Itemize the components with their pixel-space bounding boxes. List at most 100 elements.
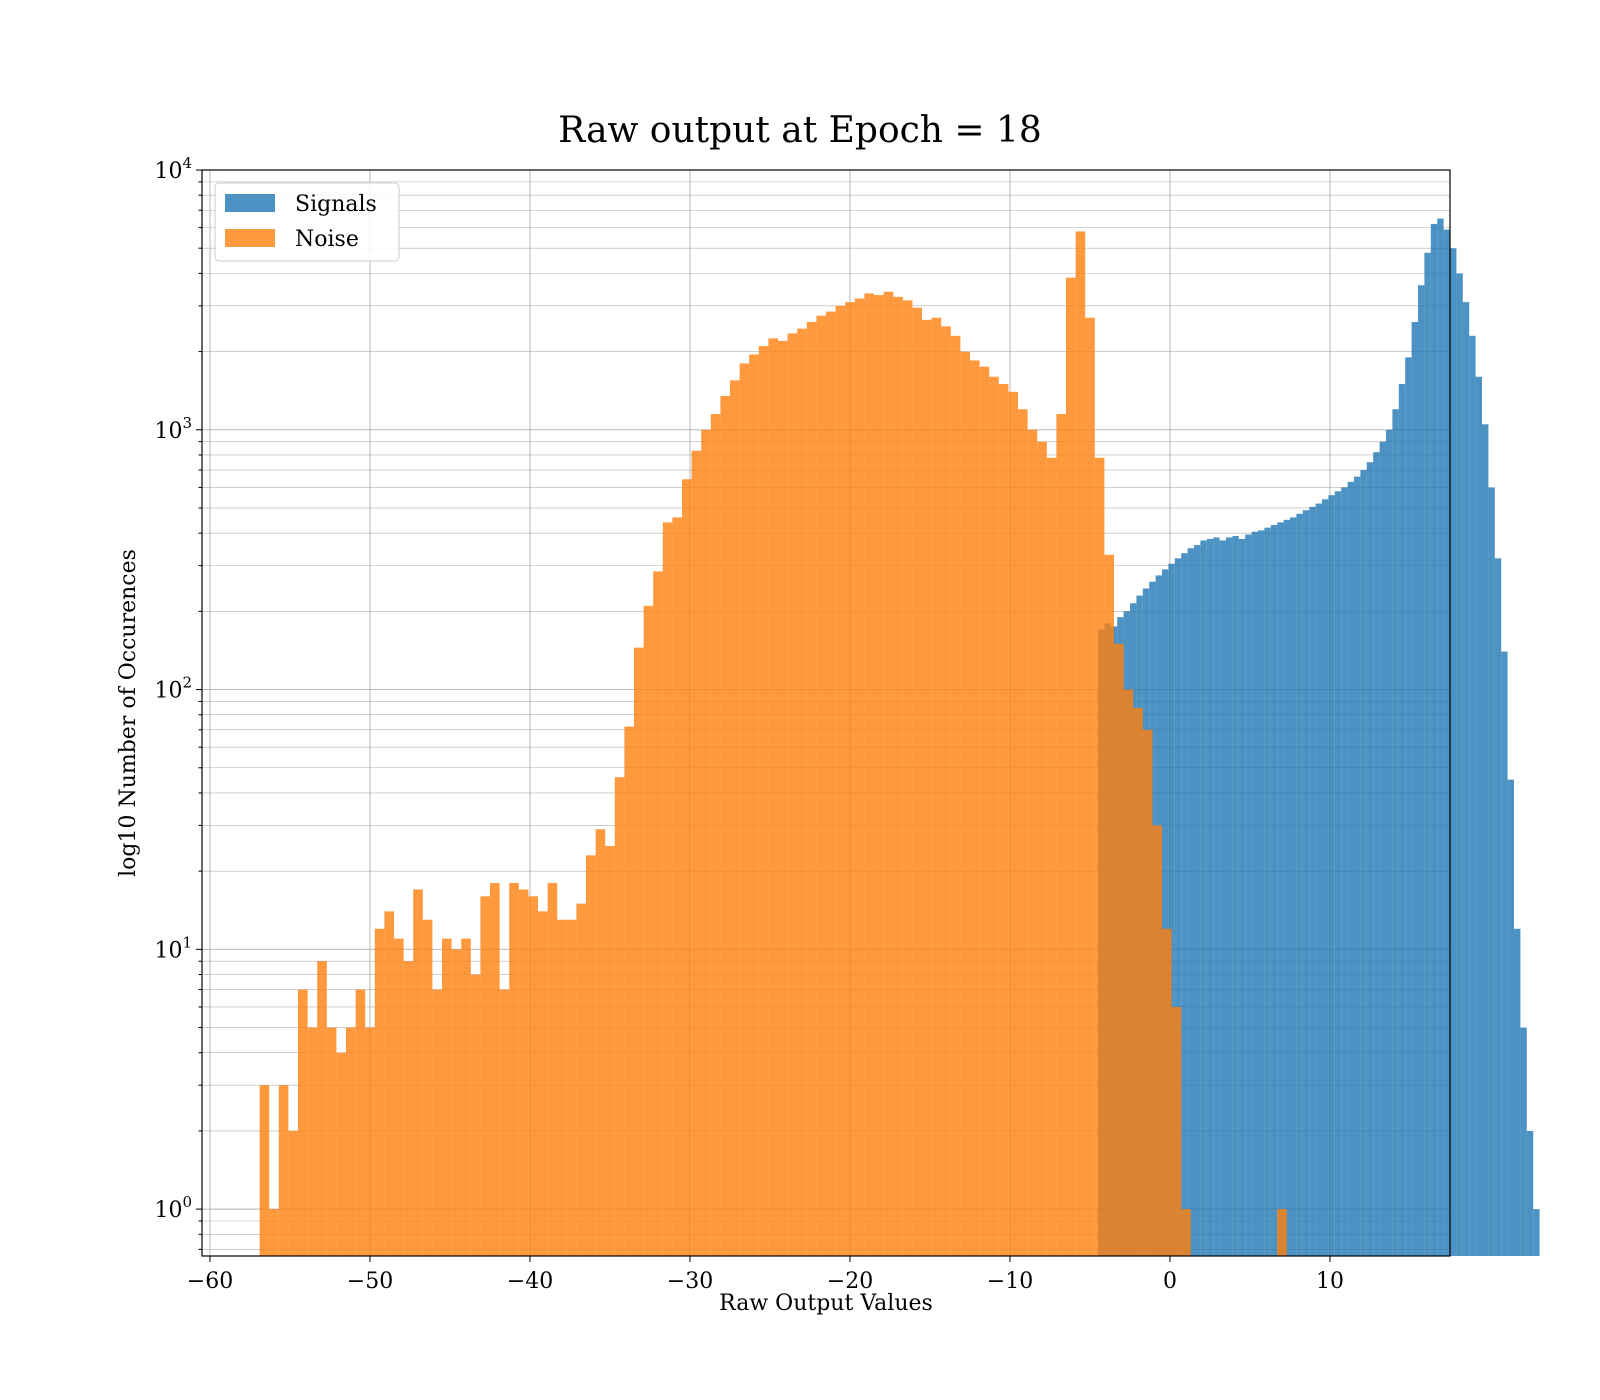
bar-noise <box>355 989 366 1256</box>
bar-noise <box>1018 409 1028 1256</box>
bar-noise <box>979 366 990 1256</box>
bar-noise <box>269 1209 279 1256</box>
bar-noise <box>384 911 394 1256</box>
legend-label-signals: Signals <box>295 192 377 217</box>
bar-signals <box>1270 524 1278 1256</box>
bar-noise <box>298 989 308 1256</box>
bar-signals <box>1174 558 1182 1256</box>
bar-noise <box>691 450 702 1256</box>
bar-signals <box>1488 487 1495 1256</box>
bar-noise <box>1075 231 1086 1256</box>
bar-signals <box>1392 409 1399 1256</box>
bar-noise <box>634 647 644 1256</box>
plot-frame <box>201 169 1451 1257</box>
legend-swatch-noise <box>225 229 275 247</box>
bar-noise <box>912 307 922 1257</box>
bar-noise <box>922 319 932 1256</box>
bar-noise <box>989 376 999 1257</box>
bar-noise <box>854 298 865 1257</box>
bar-noise <box>307 1027 318 1256</box>
bar-noise <box>595 829 606 1256</box>
bar-noise <box>1152 825 1162 1256</box>
bar-signals <box>1501 651 1508 1256</box>
bar-noise <box>365 1027 375 1256</box>
y-tick-label: 104 <box>154 154 192 184</box>
bar-noise <box>1094 457 1105 1256</box>
bar-noise <box>720 395 730 1256</box>
y-tick-label: 102 <box>154 674 192 704</box>
bar-signals <box>1187 548 1194 1256</box>
bar-noise <box>1066 277 1076 1257</box>
x-tick-label: −20 <box>827 1269 873 1294</box>
bar-signals <box>1443 229 1450 1257</box>
bar-signals <box>1507 779 1514 1256</box>
bar-signals <box>1302 510 1310 1256</box>
bar-noise <box>864 293 874 1256</box>
bar-noise <box>374 928 385 1256</box>
x-tick-label: −50 <box>347 1269 393 1294</box>
bar-signals <box>1277 522 1284 1256</box>
bar-noise <box>403 961 414 1256</box>
bar-signals <box>1405 357 1412 1256</box>
bar-signals <box>1283 519 1290 1256</box>
bar-signals <box>1398 384 1406 1256</box>
bar-signals <box>1328 495 1335 1256</box>
bar-noise <box>557 919 567 1256</box>
bar-signals <box>1238 538 1246 1256</box>
axis-ticks: −60 −50 −40 −30 −20 −10 0 10 100 101 102 103 104 <box>154 154 1344 1294</box>
bar-noise <box>1133 707 1143 1256</box>
bar-noise <box>422 919 433 1256</box>
bar-signals <box>1162 569 1169 1256</box>
bar-signals <box>1462 302 1470 1257</box>
bars <box>259 218 1540 1257</box>
bar-noise <box>960 351 970 1256</box>
bar-signals <box>1386 429 1393 1256</box>
bar-signals <box>1264 527 1271 1256</box>
bar-signals <box>1456 273 1463 1256</box>
x-axis-label: Raw Output Values <box>719 1291 933 1316</box>
bar-noise <box>1142 729 1153 1256</box>
bar-noise <box>941 326 951 1256</box>
bar-signals <box>1424 252 1431 1256</box>
bar-signals <box>1322 499 1329 1257</box>
bar-noise <box>394 938 404 1256</box>
bar-noise <box>451 949 462 1256</box>
x-tick-label: −40 <box>507 1269 553 1294</box>
bar-noise <box>586 855 596 1256</box>
bar-signals <box>1526 1130 1534 1256</box>
bar-noise <box>797 328 807 1256</box>
bar-noise <box>826 311 836 1256</box>
bar-noise <box>1114 643 1124 1256</box>
bar-signals <box>1245 534 1252 1256</box>
bar-noise <box>1027 429 1038 1256</box>
bar-noise <box>845 302 855 1257</box>
x-tick-label: 10 <box>1316 1269 1344 1294</box>
bar-noise <box>259 1085 270 1256</box>
bar-signals <box>1469 335 1476 1256</box>
bar-noise <box>547 883 558 1256</box>
bar-signals <box>1437 218 1444 1256</box>
bar-noise <box>413 889 423 1256</box>
bar-signals <box>1475 376 1482 1257</box>
bar-noise <box>1008 391 1018 1256</box>
bar-signals <box>1309 506 1316 1256</box>
bar-noise <box>950 335 961 1256</box>
bar-signals <box>1258 530 1265 1256</box>
bar-noise <box>806 321 817 1256</box>
bar-signals <box>1334 491 1342 1256</box>
bar-noise <box>1171 1006 1182 1256</box>
bar-signals <box>1373 452 1380 1256</box>
x-tick-label: 0 <box>1163 1269 1177 1294</box>
bar-noise <box>653 571 663 1256</box>
bar-noise <box>874 295 884 1256</box>
y-tick-label: 101 <box>154 933 192 963</box>
bar-signals <box>1360 470 1367 1256</box>
chart-title: Raw output at Epoch = 18 <box>558 110 1042 151</box>
y-axis-label: log10 Number of Occurences <box>116 549 141 877</box>
bar-noise <box>1046 457 1057 1256</box>
bar-noise <box>758 346 769 1256</box>
bar-noise <box>1037 441 1047 1256</box>
legend-swatch-signals <box>225 194 275 212</box>
bar-noise <box>480 896 490 1256</box>
